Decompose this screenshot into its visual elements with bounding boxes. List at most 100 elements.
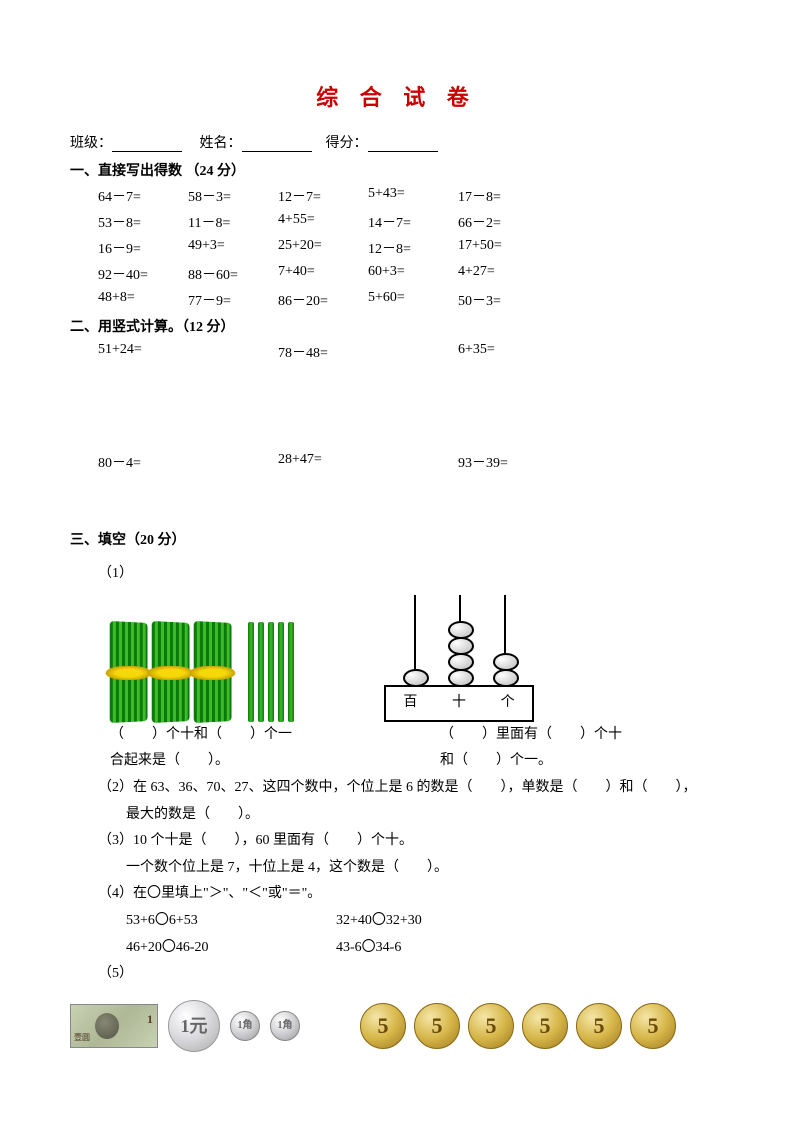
q3b: 一个数个位上是 7，十位上是 4，这个数是（ ）。 [126, 855, 723, 882]
q4c: 46+20〇46-20 [126, 935, 336, 962]
calc-cell: 12－7= [278, 186, 368, 206]
abacus-bead [448, 637, 474, 655]
calc-cell: 11－8= [188, 212, 278, 232]
money-row: 1 壹圆 1元 1角 1角 555555 [70, 1000, 723, 1052]
calc-cell: 66－2= [458, 212, 548, 232]
q1-right-2: 和（ ）个一。 [440, 748, 680, 775]
coin-5jiao: 5 [522, 1003, 568, 1049]
calc-cell: 53－8= [98, 212, 188, 232]
calc-cell: 58－3= [188, 186, 278, 206]
score-label: 得分： [326, 136, 368, 151]
abacus-col-label: 十 [452, 690, 466, 717]
calc-cell: 7+40= [278, 264, 368, 284]
section2-row1: 51+24= 78－48= 6+35= [98, 342, 723, 362]
q1-text: （ ）个十和（ ）个一 合起来是（ ）。 （ ）里面有（ ）个十 和（ ）个一。 [110, 722, 723, 775]
section2-row2: 80－4= 28+47= 93－39= [98, 452, 723, 472]
bill-text: 壹圆 [74, 1030, 90, 1045]
s2-c: 6+35= [458, 342, 638, 362]
calc-cell: 88－60= [188, 264, 278, 284]
page: 综 合 试 卷 班级： 姓名： 得分： 一、直接写出得数 （24 分） 64－7… [0, 0, 793, 1092]
abacus-bead [493, 669, 519, 687]
calc-cell: 50－3= [458, 290, 548, 310]
q1-left-2: 合起来是（ ）。 [110, 748, 350, 775]
bill-1yuan: 1 壹圆 [70, 1004, 158, 1048]
section1-header: 一、直接写出得数 （24 分） [70, 160, 723, 180]
q4-row2: 46+20〇46-20 43-6〇34-6 [126, 935, 723, 962]
page-title: 综 合 试 卷 [70, 80, 723, 112]
info-line: 班级： 姓名： 得分： [70, 132, 723, 152]
abacus-bead [448, 621, 474, 639]
calc-cell: 16－9= [98, 238, 188, 258]
coin-5jiao: 5 [360, 1003, 406, 1049]
sticks-illustration [110, 622, 294, 722]
q5: （5） [98, 961, 723, 988]
single-stick [278, 622, 284, 722]
calc-cell: 5+60= [368, 290, 458, 310]
stick-bundle [152, 621, 190, 723]
workspace-gap [70, 362, 723, 452]
s2-c: 28+47= [278, 452, 458, 472]
calc-cell: 48+8= [98, 290, 188, 310]
q1-images: 百十个 [110, 595, 723, 722]
q3a: （3）10 个十是（ ），60 里面有（ ）个十。 [98, 828, 723, 855]
class-blank[interactable] [112, 137, 182, 152]
class-label: 班级： [70, 136, 112, 151]
calc-cell: 25+20= [278, 238, 368, 258]
q1-label: （1） [98, 561, 723, 588]
coin-5jiao: 5 [468, 1003, 514, 1049]
q4c: 43-6〇34-6 [336, 935, 546, 962]
name-blank[interactable] [242, 137, 312, 152]
single-stick [288, 622, 294, 722]
s2-c: 80－4= [98, 452, 278, 472]
stick-bundle [110, 621, 148, 723]
q4: （4）在〇里填上"＞"、"＜"或"＝"。 [98, 881, 723, 908]
section3-body: （1） 百 十 个 （ ）个十和（ ）个一 合起来是（ ）。 （ ）里面有（ ）个十… [70, 561, 723, 1052]
single-stick [258, 622, 264, 722]
abacus-bead [493, 653, 519, 671]
calc-cell: 92－40= [98, 264, 188, 284]
calc-cell: 5+43= [368, 186, 458, 206]
section1-rows: 64－7=58－3=12－7=5+43=17－8= 53－8=11－8=4+55=… [70, 186, 723, 310]
abacus-col-label: 个 [501, 690, 515, 717]
score-blank[interactable] [368, 137, 438, 152]
coins-5jiao-group: 555555 [360, 1003, 676, 1049]
bill-value: 1 [147, 1008, 153, 1031]
abacus-col-label: 百 [403, 690, 417, 717]
calc-row: 16－9=49+3=25+20=12－8=17+50= [98, 238, 723, 258]
coin-5jiao: 5 [630, 1003, 676, 1049]
coin-small: 1角 [270, 1011, 300, 1041]
q4-row1: 53+6〇6+53 32+40〇32+30 [126, 908, 723, 935]
coin-5jiao: 5 [414, 1003, 460, 1049]
calc-cell: 60+3= [368, 264, 458, 284]
single-stick [248, 622, 254, 722]
coin-1yuan: 1元 [168, 1000, 220, 1052]
calc-cell: 17－8= [458, 186, 548, 206]
q4c: 53+6〇6+53 [126, 908, 336, 935]
calc-cell: 4+27= [458, 264, 548, 284]
s2-c: 51+24= [98, 342, 278, 362]
coin-5jiao: 5 [576, 1003, 622, 1049]
calc-cell: 86－20= [278, 290, 368, 310]
calc-cell: 12－8= [368, 238, 458, 258]
calc-cell: 17+50= [458, 238, 548, 258]
bundle-tie [106, 666, 152, 680]
bundle-tie [148, 666, 194, 680]
section3-header: 三、填空（20 分） [70, 528, 723, 555]
q2b: 最大的数是（ ）。 [126, 802, 723, 829]
abacus-illustration: 百十个 [384, 595, 534, 722]
single-stick [268, 622, 274, 722]
calc-cell: 4+55= [278, 212, 368, 232]
abacus-base: 百十个 [384, 685, 534, 722]
calc-row: 92－40=88－60=7+40=60+3=4+27= [98, 264, 723, 284]
calc-row: 48+8=77－9=86－20=5+60=50－3= [98, 290, 723, 310]
calc-cell: 14－7= [368, 212, 458, 232]
section2-header: 二、用竖式计算。（12 分） [70, 316, 723, 336]
bill-portrait [95, 1013, 119, 1039]
calc-cell: 64－7= [98, 186, 188, 206]
q2: （2）在 63、36、70、27、这四个数中，个位上是 6 的数是（ ），单数是… [98, 775, 723, 802]
stick-bundle [194, 621, 232, 723]
bundle-tie [190, 666, 236, 680]
q4c: 32+40〇32+30 [336, 908, 546, 935]
abacus-bead [448, 653, 474, 671]
name-label: 姓名： [200, 136, 242, 151]
